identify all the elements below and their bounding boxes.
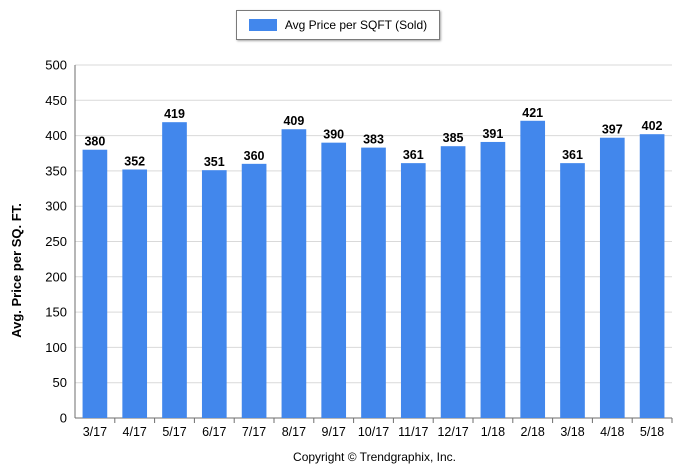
data-label: 361: [562, 148, 583, 162]
data-label: 421: [522, 106, 543, 120]
data-label: 351: [204, 155, 225, 169]
data-label: 419: [164, 107, 185, 121]
y-tick-label: 400: [45, 128, 67, 143]
x-tick-label: 12/17: [437, 425, 468, 439]
bar: [82, 149, 108, 418]
x-tick-label: 5/18: [640, 425, 664, 439]
data-label: 360: [244, 149, 265, 163]
y-tick-label: 50: [53, 375, 67, 390]
legend: Avg Price per SQFT (Sold): [236, 10, 440, 40]
x-tick-label: 4/18: [600, 425, 624, 439]
x-tick-label: 8/17: [282, 425, 306, 439]
legend-swatch: [248, 19, 277, 31]
bar: [281, 129, 307, 418]
data-label: 397: [602, 123, 623, 137]
y-tick-label: 200: [45, 269, 67, 284]
data-label: 385: [443, 131, 464, 145]
data-label: 391: [482, 127, 503, 141]
data-label: 383: [363, 133, 384, 147]
bar: [440, 146, 466, 418]
x-tick-label: 6/17: [202, 425, 226, 439]
y-tick-label: 0: [60, 411, 67, 426]
y-tick-label: 250: [45, 234, 67, 249]
data-label: 409: [283, 114, 304, 128]
copyright-footer: Copyright © Trendgraphix, Inc.: [293, 450, 456, 464]
x-tick-label: 9/17: [322, 425, 346, 439]
bar: [599, 137, 625, 418]
y-tick-label: 300: [45, 199, 67, 214]
y-tick-label: 350: [45, 163, 67, 178]
x-tick-label: 3/18: [560, 425, 584, 439]
data-label: 380: [84, 135, 105, 149]
bar: [241, 163, 267, 418]
x-tick-label: 5/17: [162, 425, 186, 439]
data-label: 361: [403, 148, 424, 162]
bar: [201, 170, 227, 418]
x-tick-label: 10/17: [358, 425, 389, 439]
x-tick-label: 2/18: [521, 425, 545, 439]
x-tick-label: 4/17: [123, 425, 147, 439]
x-tick-label: 3/17: [83, 425, 107, 439]
bar: [321, 142, 347, 418]
bar: [520, 120, 546, 419]
data-label: 390: [323, 128, 344, 142]
x-tick-label: 11/17: [398, 425, 428, 439]
data-label: 402: [642, 119, 663, 133]
bar: [162, 122, 187, 418]
bar: [122, 169, 148, 418]
bar: [480, 141, 506, 419]
bar: [560, 163, 585, 418]
x-tick-label: 1/18: [481, 425, 505, 439]
y-tick-label: 150: [45, 305, 67, 320]
bar: [400, 163, 426, 418]
y-tick-label: 100: [45, 340, 67, 355]
y-tick-label: 500: [45, 58, 67, 73]
bar: [361, 147, 386, 419]
x-tick-label: 7/17: [242, 425, 266, 439]
y-tick-label: 450: [45, 93, 67, 108]
legend-label: Avg Price per SQFT (Sold): [284, 18, 428, 32]
bar: [639, 134, 665, 419]
data-label: 352: [124, 154, 145, 168]
